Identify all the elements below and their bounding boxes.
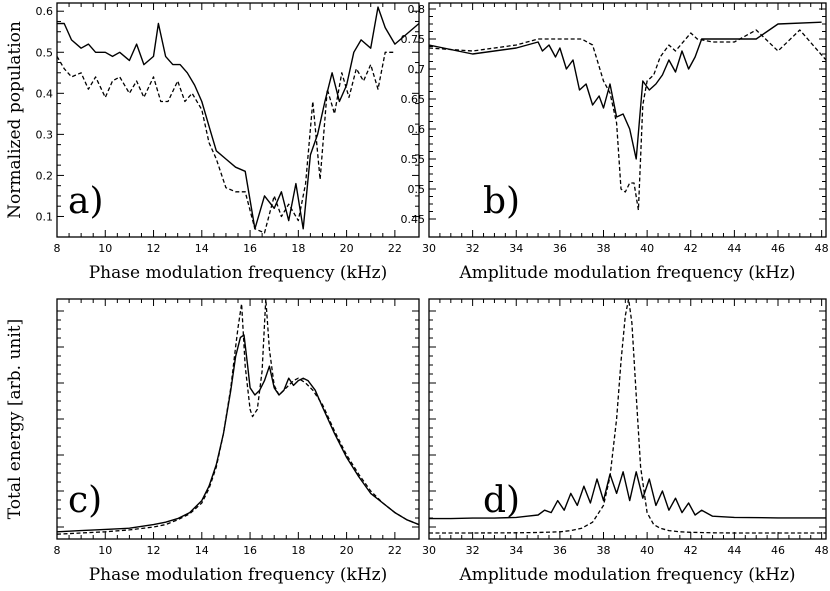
panel-d-xtick-label: 38	[597, 544, 611, 557]
panel-c-ylabel: Total energy [arb. unit]	[5, 319, 25, 520]
panel-d-xtick-label: 34	[509, 544, 523, 557]
panel-b-xtick-label: 36	[553, 242, 567, 255]
panel-b-series-solid	[429, 21, 822, 160]
panel-a-xtick-label: 10	[98, 242, 112, 255]
panel-a-ylabel: Normalized population	[5, 21, 25, 219]
panel-d-xtick-label: 46	[771, 544, 785, 557]
panel-c-xtick-label: 16	[243, 544, 257, 557]
panel-b-xtick-label: 48	[815, 242, 829, 255]
panel-b-ytick-label: 0.75	[401, 33, 426, 46]
panel-a-xtick-label: 22	[388, 242, 402, 255]
panel-d-xtick-label: 36	[553, 544, 567, 557]
panel-b-ytick-label: 0.65	[401, 93, 426, 106]
panel-c-series-dashed	[57, 299, 419, 535]
panel-c: 8 10 12 14 16 18 20 22 Total energy [arb. unit]…	[5, 298, 420, 585]
panel-a-xtick-label: 12	[147, 242, 161, 255]
panel-c-xtick-label: 10	[98, 544, 112, 557]
panel-b-xtick-label: 44	[727, 242, 741, 255]
panel-a-xtick-label: 16	[243, 242, 257, 255]
panel-b-ytick-label: 0.6	[408, 123, 426, 136]
panel-a-series-solid	[57, 6, 419, 230]
panel-d-xtick-label: 30	[422, 544, 436, 557]
panel-a-ytick-label: 0.2	[36, 169, 54, 182]
panel-b-xtick-label: 46	[771, 242, 785, 255]
panel-c-xtick-label: 8	[54, 544, 61, 557]
panel-b-xtick-label: 30	[422, 242, 436, 255]
panel-a-xlabel: Phase modulation frequency (kHz)	[89, 263, 388, 283]
panel-d-label: d)	[483, 480, 520, 521]
panel-b-xtick-label: 38	[597, 242, 611, 255]
panel-c-xtick-label: 18	[291, 544, 305, 557]
panel-d: 30 32 34 36 38 40 42 44 46 48 Amplitude modulatio…	[422, 298, 829, 585]
panel-a-label: a)	[68, 181, 104, 222]
panel-c-xtick-label: 22	[388, 544, 402, 557]
panel-a-series-dashed	[57, 51, 395, 234]
panel-b-xtick-label: 32	[466, 242, 480, 255]
panel-a-xtick-label: 18	[291, 242, 305, 255]
panel-a-xtick-label: 20	[340, 242, 354, 255]
panel-b-xtick-label: 40	[640, 242, 654, 255]
panel-c-xtick-label: 20	[340, 544, 354, 557]
panel-d-xtick-label: 40	[640, 544, 654, 557]
panel-b-ytick-label: 0.8	[408, 3, 426, 16]
panel-a-ytick-label: 0.5	[36, 46, 54, 59]
panel-c-xlabel: Phase modulation frequency (kHz)	[89, 565, 388, 585]
panel-a-ytick-label: 0.1	[36, 210, 54, 223]
panel-b-series-dashed	[429, 29, 826, 211]
panel-b-xlabel: Amplitude modulation frequency (kHz)	[458, 263, 795, 283]
panel-b-ytick-label: 0.5	[408, 183, 426, 196]
panel-a-xtick-label: 8	[54, 242, 61, 255]
panel-a-ytick-label: 0.3	[36, 128, 54, 141]
panel-d-xlabel: Amplitude modulation frequency (kHz)	[458, 565, 795, 585]
panel-d-xtick-label: 44	[727, 544, 741, 557]
panel-c-label: c)	[68, 480, 102, 521]
panel-b-ytick-label: 0.55	[401, 153, 426, 166]
panel-d-xtick-label: 48	[815, 544, 829, 557]
panel-b-xtick-label: 34	[509, 242, 523, 255]
panel-c-xtick-label: 12	[147, 544, 161, 557]
panel-a: 8 10 12 14 16 18 20 22 0.1 0.2 0.3 0.4 0.5 0.6 Normal…	[5, 2, 420, 283]
panel-b-xtick-label: 42	[684, 242, 698, 255]
panel-b-ytick-label: 0.45	[401, 213, 426, 226]
panel-b: 30 32 34 36 38 40 42 44 46 48 0.45 0.5 0.55 0.6 0.65 0.…	[401, 2, 829, 283]
panel-b-label: b)	[483, 181, 520, 222]
panel-d-xtick-label: 42	[684, 544, 698, 557]
panel-d-xtick-label: 32	[466, 544, 480, 557]
panel-d-series-solid	[429, 471, 826, 520]
panel-c-series-solid	[57, 334, 419, 533]
panel-a-ytick-label: 0.6	[36, 5, 54, 18]
panel-a-xtick-label: 14	[195, 242, 209, 255]
panel-a-frame	[56, 2, 420, 238]
panel-d-series-dashed	[429, 299, 826, 534]
panel-c-frame	[56, 298, 420, 540]
panel-b-frame	[428, 2, 827, 238]
panel-c-xtick-label: 14	[195, 544, 209, 557]
panel-b-ytick-label: 0.7	[408, 63, 426, 76]
panel-a-ytick-label: 0.4	[36, 87, 54, 100]
